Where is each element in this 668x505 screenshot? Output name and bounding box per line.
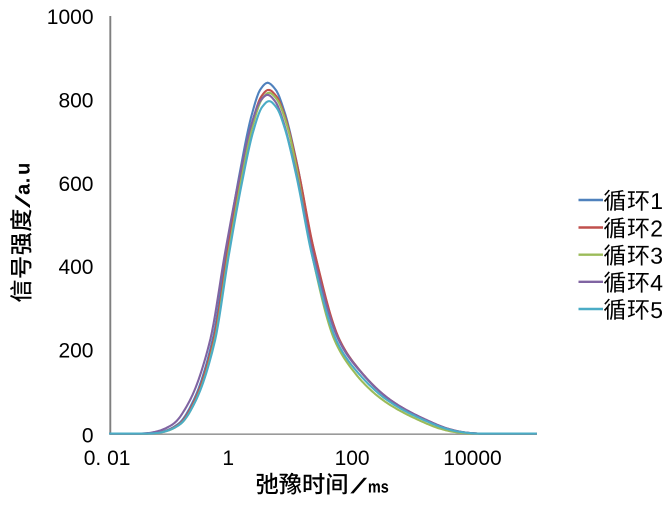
svg-text:10000: 10000: [443, 447, 501, 470]
svg-text:600: 600: [58, 173, 93, 196]
svg-text:1000: 1000: [47, 6, 94, 29]
svg-text:1: 1: [222, 447, 234, 470]
svg-text:0. 01: 0. 01: [84, 447, 131, 470]
svg-text:800: 800: [58, 90, 93, 113]
svg-text:0: 0: [82, 424, 94, 447]
svg-text:400: 400: [58, 256, 93, 279]
svg-text:100: 100: [335, 447, 370, 470]
svg-text:200: 200: [58, 340, 93, 363]
